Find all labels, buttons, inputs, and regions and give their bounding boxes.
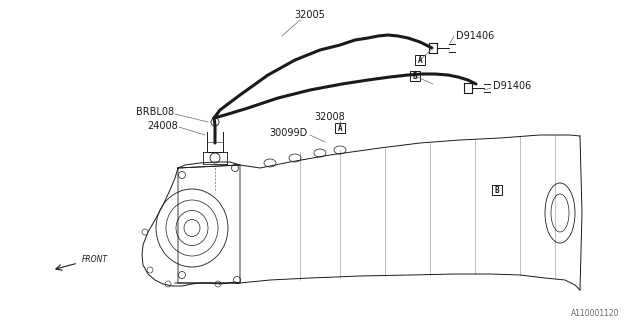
Text: 32005: 32005 <box>294 10 325 20</box>
Bar <box>335 123 345 133</box>
Text: D91406: D91406 <box>456 31 494 41</box>
Text: BRBL08: BRBL08 <box>136 107 174 117</box>
Text: FRONT: FRONT <box>82 255 108 265</box>
Bar <box>415 55 425 65</box>
Text: B: B <box>495 186 499 195</box>
Text: A: A <box>338 124 342 132</box>
Text: B: B <box>413 71 417 81</box>
Bar <box>492 185 502 195</box>
Text: A110001120: A110001120 <box>571 308 620 317</box>
Text: 30099D: 30099D <box>269 128 308 138</box>
Text: D91406: D91406 <box>493 81 531 91</box>
Text: A: A <box>418 55 422 65</box>
Bar <box>410 71 420 81</box>
Text: 32008: 32008 <box>315 112 346 122</box>
Text: 24008: 24008 <box>147 121 178 131</box>
